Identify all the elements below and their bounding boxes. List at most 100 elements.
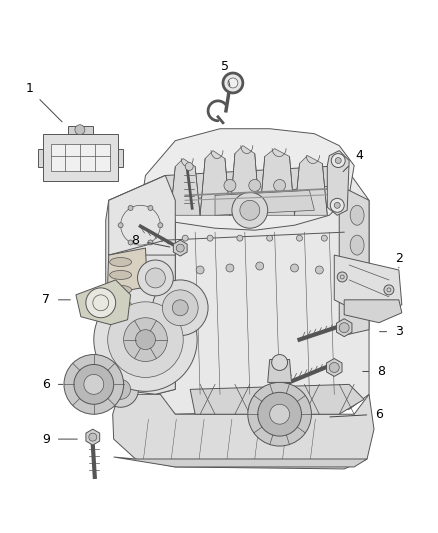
Polygon shape xyxy=(109,175,175,255)
Circle shape xyxy=(384,285,394,295)
Polygon shape xyxy=(215,190,314,215)
Polygon shape xyxy=(327,151,349,215)
Text: 1: 1 xyxy=(25,83,62,122)
Ellipse shape xyxy=(110,257,131,266)
Text: 8: 8 xyxy=(363,365,385,378)
Text: 5: 5 xyxy=(221,60,230,86)
Circle shape xyxy=(329,362,339,373)
Circle shape xyxy=(337,272,347,282)
Circle shape xyxy=(135,330,155,350)
Circle shape xyxy=(330,198,344,212)
Circle shape xyxy=(334,203,340,208)
Circle shape xyxy=(224,180,236,191)
Circle shape xyxy=(103,372,138,407)
Circle shape xyxy=(118,223,123,228)
Polygon shape xyxy=(200,151,230,215)
Text: 6: 6 xyxy=(330,408,383,421)
Circle shape xyxy=(249,180,261,191)
Circle shape xyxy=(64,354,124,414)
Circle shape xyxy=(237,235,243,241)
Circle shape xyxy=(94,288,197,391)
Circle shape xyxy=(176,244,184,252)
Polygon shape xyxy=(173,240,187,256)
Polygon shape xyxy=(113,394,374,469)
Circle shape xyxy=(86,288,116,318)
Circle shape xyxy=(138,260,173,296)
Polygon shape xyxy=(76,280,131,325)
Circle shape xyxy=(182,235,188,241)
Circle shape xyxy=(274,180,286,191)
Circle shape xyxy=(108,302,183,377)
Circle shape xyxy=(162,290,198,326)
Circle shape xyxy=(148,206,153,211)
Text: 8: 8 xyxy=(131,233,170,247)
Circle shape xyxy=(267,235,273,241)
Ellipse shape xyxy=(350,265,364,285)
Circle shape xyxy=(248,382,311,446)
Ellipse shape xyxy=(350,235,364,255)
Circle shape xyxy=(226,264,234,272)
Circle shape xyxy=(89,433,97,441)
Polygon shape xyxy=(142,129,354,230)
Polygon shape xyxy=(294,156,327,215)
Circle shape xyxy=(158,223,163,228)
Circle shape xyxy=(148,240,153,245)
Circle shape xyxy=(124,318,167,361)
Polygon shape xyxy=(38,149,43,166)
Circle shape xyxy=(290,264,298,272)
Ellipse shape xyxy=(350,205,364,225)
Polygon shape xyxy=(336,319,352,337)
Circle shape xyxy=(74,365,114,404)
Polygon shape xyxy=(118,149,123,166)
Polygon shape xyxy=(268,360,292,382)
Polygon shape xyxy=(86,429,100,445)
Circle shape xyxy=(196,266,204,274)
Polygon shape xyxy=(326,359,342,376)
Circle shape xyxy=(128,206,133,211)
Circle shape xyxy=(258,392,301,436)
Polygon shape xyxy=(114,457,367,467)
Polygon shape xyxy=(68,126,93,134)
Circle shape xyxy=(172,300,188,316)
Ellipse shape xyxy=(110,285,131,294)
Ellipse shape xyxy=(350,295,364,315)
Polygon shape xyxy=(339,185,369,335)
Circle shape xyxy=(111,379,131,399)
Polygon shape xyxy=(260,149,294,215)
Text: 9: 9 xyxy=(42,433,78,446)
Circle shape xyxy=(232,192,268,228)
Polygon shape xyxy=(230,146,260,215)
Circle shape xyxy=(256,262,264,270)
Circle shape xyxy=(128,240,133,245)
Text: 7: 7 xyxy=(42,293,71,306)
Text: 6: 6 xyxy=(42,378,63,391)
Polygon shape xyxy=(190,384,364,414)
Circle shape xyxy=(331,154,345,167)
Circle shape xyxy=(297,235,303,241)
Circle shape xyxy=(335,158,341,164)
Polygon shape xyxy=(170,158,200,215)
Ellipse shape xyxy=(110,300,131,309)
Text: 3: 3 xyxy=(380,325,403,338)
Circle shape xyxy=(84,375,104,394)
Ellipse shape xyxy=(110,270,131,279)
Polygon shape xyxy=(51,144,110,172)
Polygon shape xyxy=(106,175,175,394)
Polygon shape xyxy=(107,248,148,318)
Circle shape xyxy=(145,268,165,288)
Circle shape xyxy=(321,235,327,241)
Polygon shape xyxy=(334,255,402,315)
Circle shape xyxy=(339,322,349,333)
Circle shape xyxy=(270,404,290,424)
Text: 4: 4 xyxy=(343,149,363,172)
Polygon shape xyxy=(344,300,402,322)
Polygon shape xyxy=(43,134,118,181)
Circle shape xyxy=(207,235,213,241)
Circle shape xyxy=(152,280,208,336)
Circle shape xyxy=(315,266,323,274)
Polygon shape xyxy=(155,166,369,414)
Circle shape xyxy=(240,200,260,220)
Circle shape xyxy=(272,354,288,370)
Circle shape xyxy=(75,125,85,135)
Text: 2: 2 xyxy=(395,252,403,268)
